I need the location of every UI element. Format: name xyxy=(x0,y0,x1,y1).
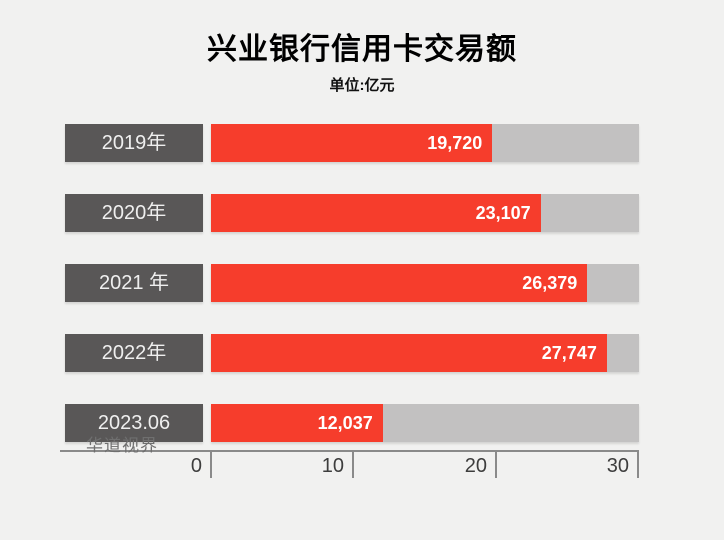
category-label: 2019年 xyxy=(65,124,203,162)
axis-tick xyxy=(495,450,497,478)
category-label: 2020年 xyxy=(65,194,203,232)
bar-value-label: 23,107 xyxy=(475,202,531,223)
unit-label: 单位:亿元 xyxy=(329,77,395,94)
axis-tick xyxy=(352,450,354,478)
bar-fill: 26,379 xyxy=(211,264,588,302)
bar-track: 26,379 xyxy=(211,264,639,302)
axis-line xyxy=(60,450,639,452)
bar-fill: 23,107 xyxy=(211,194,541,232)
page-title: 兴业银行信用卡交易额 xyxy=(207,33,517,66)
bar-value-label: 26,379 xyxy=(522,272,578,293)
bar-row: 2020年 23,107 xyxy=(0,194,724,232)
bar-track: 23,107 xyxy=(211,194,639,232)
bar-value-label: 12,037 xyxy=(317,412,373,433)
bar-fill: 19,720 xyxy=(211,124,493,162)
axis-tick-label: 0 xyxy=(190,455,202,477)
category-label: 2021 年 xyxy=(65,264,203,302)
category-label: 2023.06 xyxy=(65,404,203,442)
bar-fill: 12,037 xyxy=(211,404,383,442)
bar-row: 2021 年 26,379 xyxy=(0,264,724,302)
bar-row: 2023.06 12,037 xyxy=(0,404,724,442)
bar-value-label: 27,747 xyxy=(541,342,597,363)
bar-value-label: 19,720 xyxy=(427,132,483,153)
axis-tick-label: 20 xyxy=(464,455,487,477)
axis-tick-label: 30 xyxy=(606,455,629,477)
bar-track: 19,720 xyxy=(211,124,639,162)
axis-tick xyxy=(210,450,212,478)
bar-row: 2022年 27,747 xyxy=(0,334,724,372)
category-label: 2022年 xyxy=(65,334,203,372)
watermark: 华道视界 xyxy=(86,436,158,455)
bar-track: 12,037 xyxy=(211,404,639,442)
axis-tick-label: 10 xyxy=(321,455,344,477)
axis-tick xyxy=(637,450,639,478)
bar-fill: 27,747 xyxy=(211,334,607,372)
bar-track: 27,747 xyxy=(211,334,639,372)
bar-row: 2019年 19,720 xyxy=(0,124,724,162)
